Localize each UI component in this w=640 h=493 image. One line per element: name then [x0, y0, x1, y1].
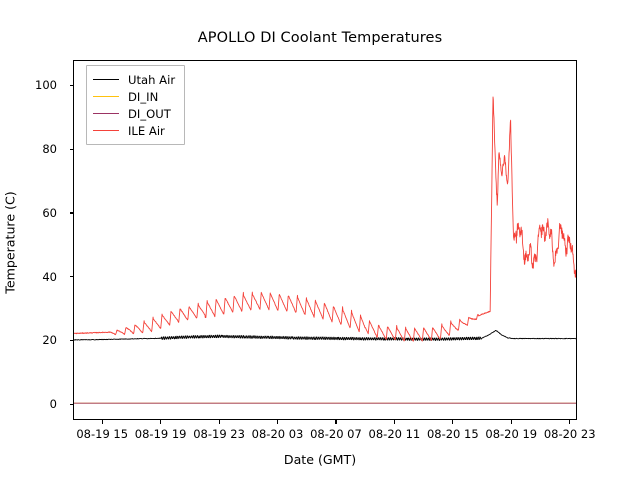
chart-figure: APOLLO DI Coolant Temperatures Temperatu…: [2, 30, 596, 467]
x-tick-label: 08-20 23: [543, 427, 596, 441]
x-tick-label: 08-19 15: [76, 427, 129, 441]
y-tick-mark: [69, 84, 73, 87]
y-tick-mark: [69, 403, 73, 405]
legend-item[interactable]: Utah Air: [93, 71, 175, 88]
x-tick-mark: [335, 420, 337, 424]
legend-item[interactable]: DI_OUT: [93, 105, 175, 122]
legend-label: Utah Air: [128, 72, 176, 87]
y-tick-label: 100: [35, 78, 57, 93]
x-tick-mark: [101, 420, 103, 424]
y-tick-mark: [69, 148, 73, 150]
series-line-ile-air: [74, 97, 576, 341]
y-tick-label: 80: [42, 142, 57, 157]
legend-label: DI_OUT: [128, 106, 171, 121]
legend-color-swatch: [93, 129, 119, 132]
y-tick-label: 60: [42, 205, 57, 220]
y-tick-label: 20: [42, 333, 57, 348]
x-tick-label: 08-20 07: [310, 427, 362, 441]
chart-legend: Utah Air DI_IN DI_OUT ILE Air: [86, 65, 186, 145]
x-tick-label: 08-19 23: [193, 427, 245, 441]
legend-color-swatch: [93, 78, 119, 81]
y-tick-label: 40: [42, 269, 57, 284]
plot-lines: [74, 61, 576, 419]
legend-item[interactable]: ILE Air: [93, 122, 175, 139]
x-tick-mark: [160, 420, 162, 424]
y-axis-label: Temperature (C): [2, 191, 18, 294]
x-tick-mark: [452, 420, 454, 424]
legend-item[interactable]: DI_IN: [93, 88, 175, 105]
x-tick-label: 08-20 03: [251, 427, 304, 441]
y-tick-mark: [69, 276, 73, 278]
x-tick-label: 08-20 11: [368, 427, 421, 441]
x-tick-label: 08-20 15: [426, 427, 479, 441]
legend-label: DI_IN: [128, 89, 159, 104]
x-tick-mark: [510, 420, 512, 424]
legend-color-swatch: [93, 112, 119, 115]
y-tick-label: 0: [49, 397, 57, 412]
x-tick-mark: [393, 420, 395, 424]
y-tick-mark: [69, 212, 73, 214]
y-tick-mark: [69, 339, 73, 341]
legend-label: ILE Air: [128, 123, 165, 138]
x-tick-label: 08-20 19: [485, 427, 538, 441]
x-tick-label: 08-19 19: [134, 427, 187, 441]
series-line-utah-air: [74, 330, 576, 340]
x-axis-label: Date (GMT): [283, 452, 357, 467]
legend-color-swatch: [93, 95, 119, 98]
x-tick-mark: [218, 420, 220, 424]
chart-title: APOLLO DI Coolant Temperatures: [197, 30, 443, 46]
x-tick-mark: [569, 420, 571, 424]
x-tick-mark: [277, 420, 279, 424]
